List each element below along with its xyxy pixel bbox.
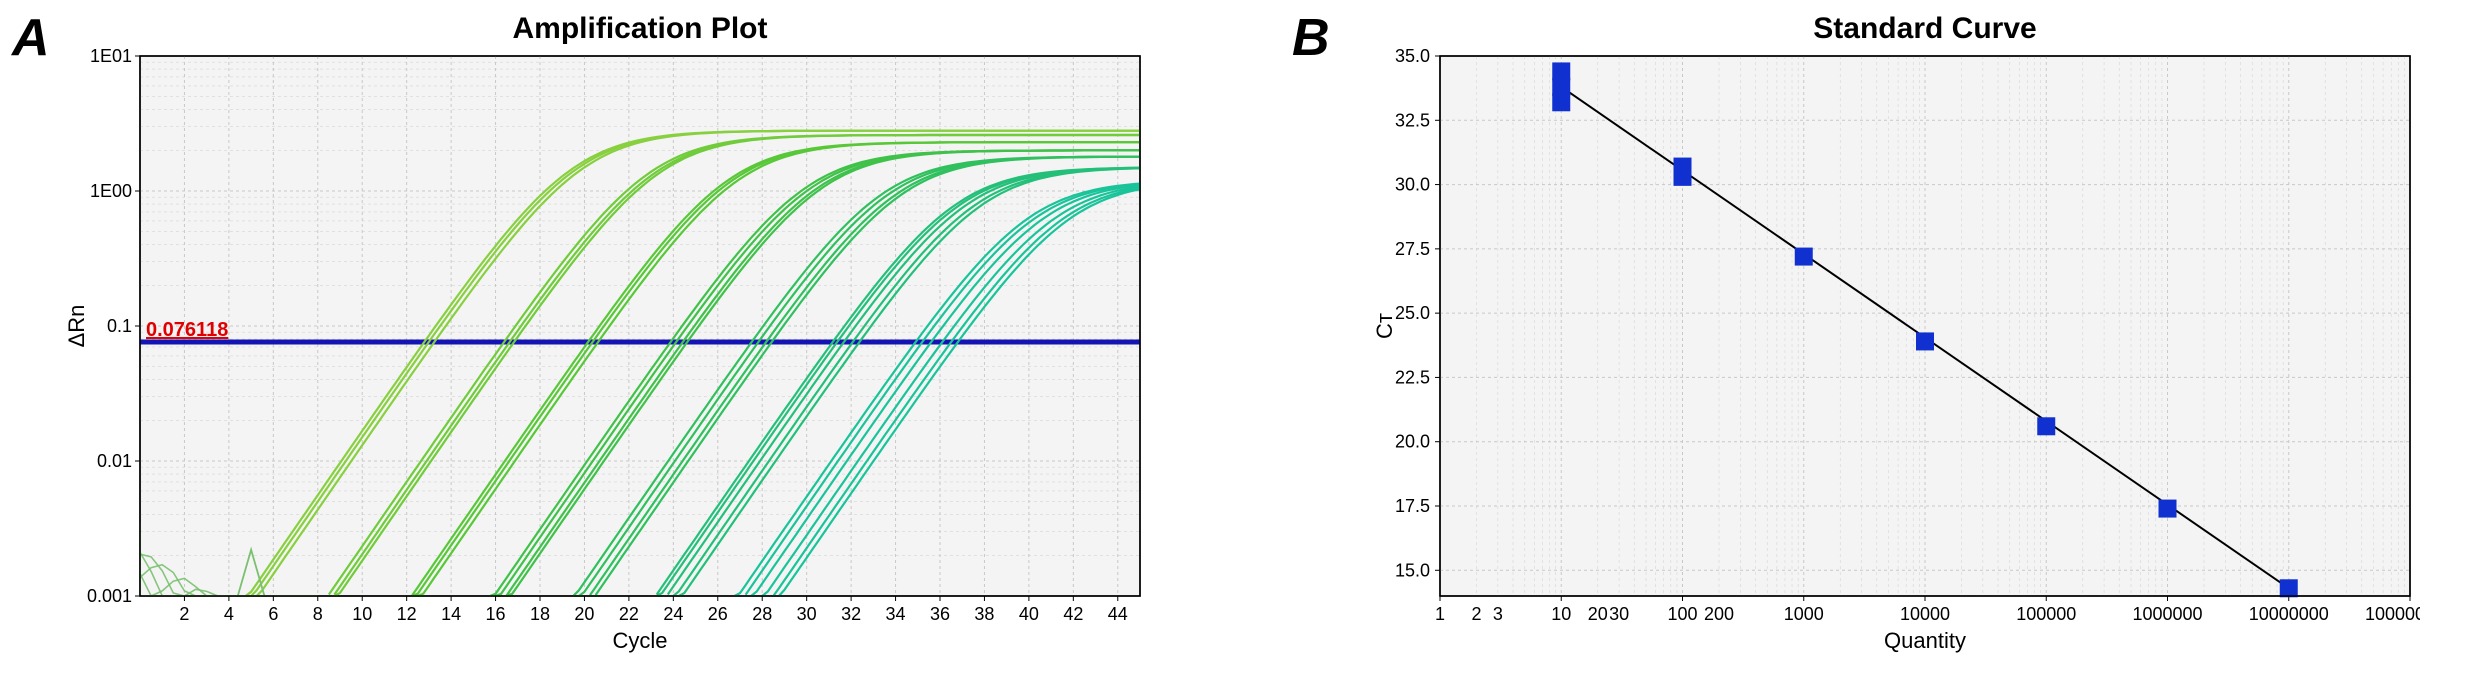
svg-text:ΔRn: ΔRn (64, 305, 89, 348)
svg-text:100000: 100000 (2016, 604, 2076, 624)
amplification-plot: Amplification Plot0.0010.010.11E001E0124… (60, 16, 1150, 666)
svg-text:17.5: 17.5 (1395, 496, 1430, 516)
svg-text:Quantity: Quantity (1884, 628, 1966, 653)
svg-text:20: 20 (1588, 604, 1608, 624)
svg-text:100: 100 (1667, 604, 1697, 624)
svg-text:14: 14 (441, 604, 461, 624)
svg-text:6: 6 (268, 604, 278, 624)
svg-text:32.5: 32.5 (1395, 110, 1430, 130)
svg-text:35.0: 35.0 (1395, 46, 1430, 66)
svg-text:1E00: 1E00 (90, 181, 132, 201)
panel-b-label: B (1292, 8, 1330, 68)
svg-text:0.01: 0.01 (97, 451, 132, 471)
svg-text:27.5: 27.5 (1395, 239, 1430, 259)
svg-text:34: 34 (886, 604, 906, 624)
svg-text:22.5: 22.5 (1395, 367, 1430, 387)
svg-text:26: 26 (708, 604, 728, 624)
svg-text:100000000: 100000000 (2365, 604, 2420, 624)
svg-text:10000: 10000 (1900, 604, 1950, 624)
svg-text:24: 24 (663, 604, 683, 624)
svg-text:15.0: 15.0 (1395, 560, 1430, 580)
svg-text:Standard Curve: Standard Curve (1813, 16, 2036, 45)
svg-text:2: 2 (1471, 604, 1481, 624)
svg-text:20.0: 20.0 (1395, 432, 1430, 452)
svg-text:10: 10 (352, 604, 372, 624)
svg-text:16: 16 (486, 604, 506, 624)
figure-root: A B Amplification Plot 0.001 0.01 0.1 1E00 1E… (0, 0, 2490, 692)
svg-text:30: 30 (1609, 604, 1629, 624)
svg-text:Amplification Plot: Amplification Plot (513, 16, 768, 45)
svg-text:28: 28 (752, 604, 772, 624)
svg-text:1000: 1000 (1784, 604, 1824, 624)
svg-text:0.1: 0.1 (107, 316, 132, 336)
svg-text:12: 12 (397, 604, 417, 624)
svg-text:10000000: 10000000 (2249, 604, 2329, 624)
standard-curve-plot: Standard Curve 15.0 17.5 20.0 22.5 25.0 27.5 30… (1370, 16, 2420, 666)
svg-text:8: 8 (313, 604, 323, 624)
svg-text:200: 200 (1704, 604, 1734, 624)
svg-text:22: 22 (619, 604, 639, 624)
svg-text:20: 20 (574, 604, 594, 624)
panel-a-label: A (12, 8, 50, 68)
svg-text:10: 10 (1551, 604, 1571, 624)
svg-text:4: 4 (224, 604, 234, 624)
svg-text:30: 30 (797, 604, 817, 624)
svg-text:42: 42 (1063, 604, 1083, 624)
svg-text:1: 1 (1435, 604, 1445, 624)
svg-text:Cycle: Cycle (612, 628, 667, 653)
svg-text:18: 18 (530, 604, 550, 624)
svg-text:25.0: 25.0 (1395, 303, 1430, 323)
svg-text:0.001: 0.001 (87, 586, 132, 606)
svg-text:1E01: 1E01 (90, 46, 132, 66)
svg-text:3: 3 (1493, 604, 1503, 624)
svg-text:Cᴛ: Cᴛ (1372, 313, 1397, 339)
svg-text:40: 40 (1019, 604, 1039, 624)
svg-text:2: 2 (179, 604, 189, 624)
svg-text:30.0: 30.0 (1395, 175, 1430, 195)
svg-text:1000000: 1000000 (2132, 604, 2202, 624)
svg-text:38: 38 (974, 604, 994, 624)
svg-text:0.076118: 0.076118 (146, 319, 228, 341)
svg-text:32: 32 (841, 604, 861, 624)
svg-text:44: 44 (1108, 604, 1128, 624)
svg-text:36: 36 (930, 604, 950, 624)
